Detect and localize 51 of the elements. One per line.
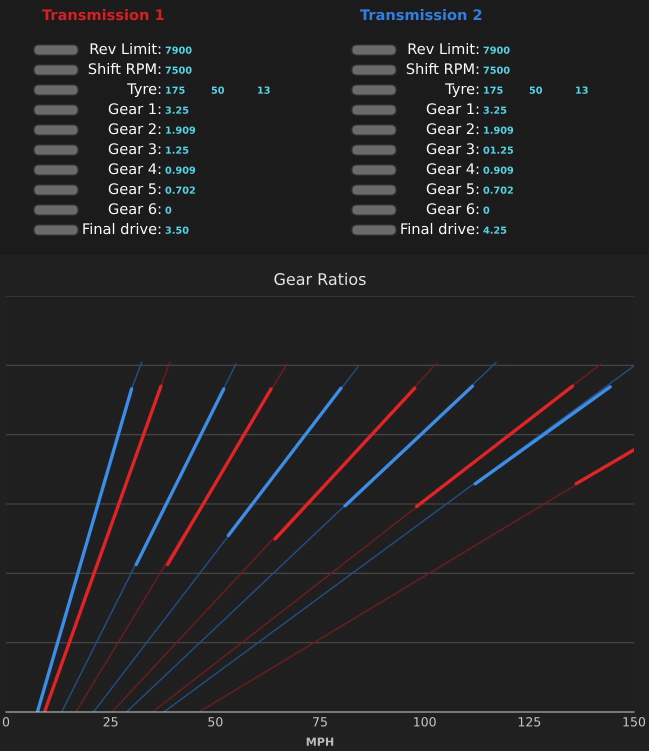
x-axis-title: MPH	[306, 738, 334, 746]
text: 1.25	[166, 146, 188, 154]
text: Final drive:	[401, 222, 478, 234]
text: 1.909	[484, 126, 514, 134]
text: Gear 4:	[426, 163, 478, 174]
text: 0.909	[483, 166, 514, 174]
text: 0.702	[165, 186, 195, 194]
text: Gear 6:	[426, 203, 478, 214]
text: 7900	[484, 46, 510, 54]
text: 7500	[484, 66, 510, 74]
x-tick-label: 25	[104, 717, 118, 727]
text: 3.25	[166, 106, 188, 114]
text: Tyre:	[445, 83, 478, 98]
x-tick-label: 75	[313, 717, 327, 727]
x-tick-label: 150	[623, 717, 646, 727]
text: Shift RPM:	[406, 62, 478, 74]
text: Gear 6:	[108, 203, 160, 214]
text: 7500	[166, 66, 192, 74]
text: 4.25	[483, 226, 506, 234]
text: Shift RPM:	[88, 62, 160, 74]
text: Rev Limit:	[90, 42, 160, 54]
text: Gear 2:	[108, 123, 160, 134]
x-tick-label: 125	[518, 717, 540, 727]
text: 1.909	[166, 126, 196, 134]
text: Gear 3:	[426, 143, 478, 154]
text: 0	[165, 206, 172, 214]
chart-title: Gear Ratios	[274, 272, 366, 286]
x-tick-label: 50	[208, 717, 222, 727]
text: 175 50 13	[166, 86, 270, 94]
text: Gear 5:	[108, 183, 160, 194]
text: Gear 3:	[108, 143, 160, 154]
text: Gear 1:	[108, 103, 160, 114]
x-tick-label: 100	[414, 717, 436, 727]
text: Transmission 2	[360, 8, 482, 20]
text: Final drive:	[83, 222, 160, 234]
text: 3.25	[484, 106, 506, 114]
text: Gear 2:	[426, 123, 478, 134]
text: 0	[483, 206, 490, 214]
text: 0.702	[483, 186, 513, 194]
text: 3.50	[166, 226, 189, 234]
text: 01.25	[483, 146, 514, 154]
text: 7900	[166, 46, 192, 54]
text: Tyre:	[127, 83, 160, 98]
text: 0.909	[165, 166, 196, 174]
text: Gear 5:	[426, 183, 478, 194]
text: Transmission 1	[42, 8, 164, 20]
x-tick-label: 0	[2, 717, 10, 727]
text: 175 50 13	[484, 86, 588, 94]
text: Rev Limit:	[408, 42, 478, 54]
text: Gear 4:	[108, 163, 160, 174]
text: Gear 1:	[426, 103, 478, 114]
